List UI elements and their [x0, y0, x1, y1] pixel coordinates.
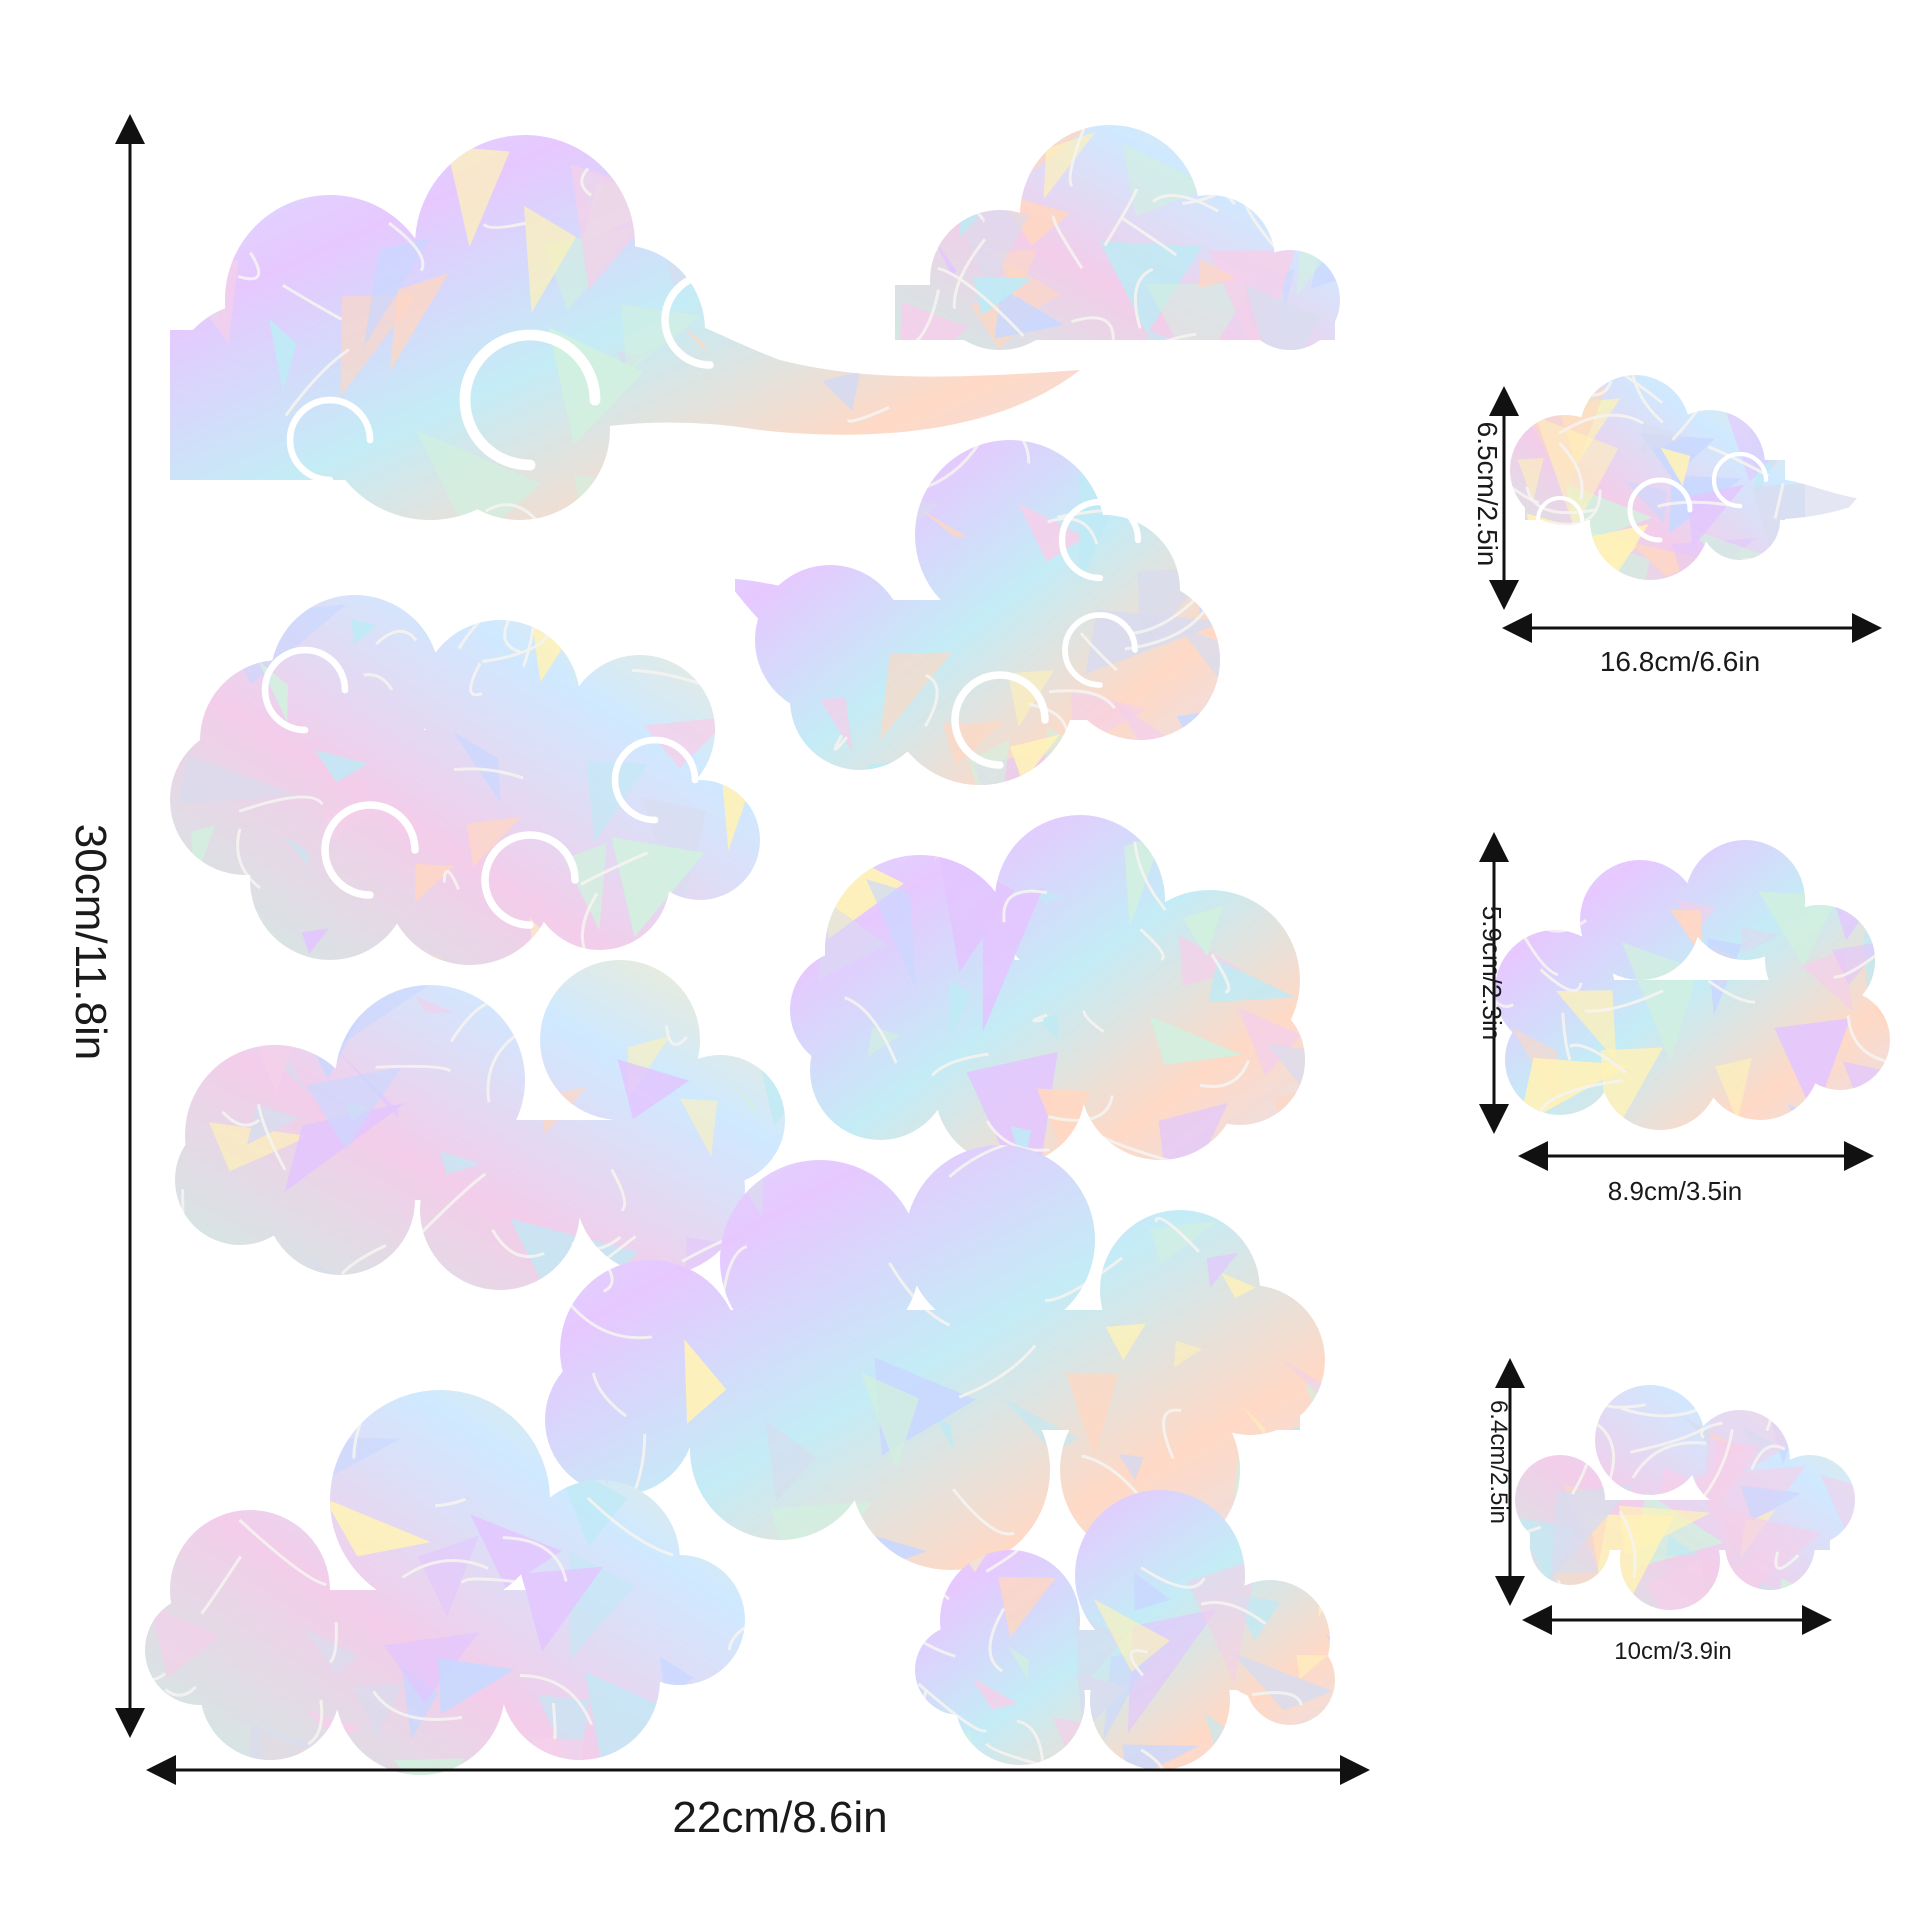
cloud-swirl-middle	[725, 440, 1220, 785]
sample-1-height-label: 6.5cm/2.5in	[1472, 421, 1503, 567]
sample-cloud-swirl	[1510, 375, 1870, 580]
cloud-puffy-right	[790, 815, 1305, 1165]
sheet-height-label: 30cm/11.8in	[66, 823, 115, 1061]
sample-2-width-label: 8.9cm/3.5in	[1607, 1176, 1743, 1206]
cloud-flat-top-right	[895, 125, 1340, 350]
cloud-bubbles-left	[170, 595, 760, 965]
sample-cloud-puffy	[1495, 840, 1890, 1130]
sample-2-height-label: 5.9cm/2.3in	[1477, 905, 1507, 1041]
sheet-width-label: 22cm/8.6in	[672, 1793, 888, 1842]
sample-3-width-label: 10cm/3.9in	[1614, 1638, 1732, 1665]
sample-1-width-label: 16.8cm/6.6in	[1599, 646, 1761, 677]
sample-3-height-label: 6.4cm/2.5in	[1485, 1399, 1512, 1525]
